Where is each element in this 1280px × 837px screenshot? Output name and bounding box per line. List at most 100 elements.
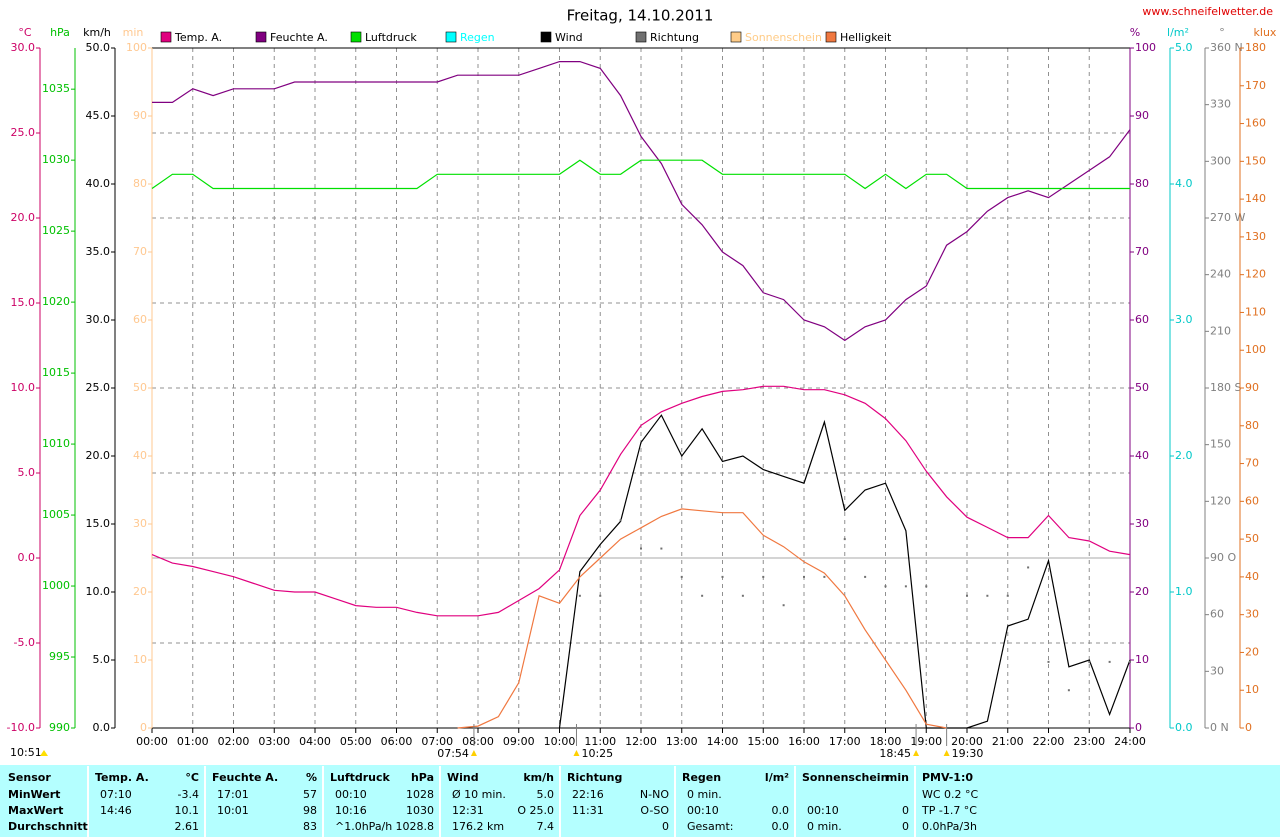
y-tick-label: 270 W [1210,211,1245,224]
y-tick-label: 100 [1245,343,1266,356]
event-icon [573,750,580,756]
direction-dot [986,594,989,597]
y-tick-label: 0.0 [1175,721,1193,734]
table-cell: Gesamt: [687,820,734,833]
y-tick-label: 35.0 [86,245,111,258]
direction-dot [884,585,887,588]
x-tick-label: 24:00 [1114,735,1146,748]
y-tick-label: 995 [49,650,70,663]
direction-dot [803,575,805,578]
legend-swatch [825,31,837,43]
legend-label: Sonnenschein [745,31,822,44]
y-tick-label: 30 [133,517,147,530]
y-tick-label: 50 [1135,381,1149,394]
direction-dot [1088,660,1091,663]
table-row-label: Durchschnitt [8,820,88,833]
y-tick-label: 1005 [42,508,70,521]
event-icon [913,750,920,756]
series-line [151,385,1131,617]
x-tick-label: 08:00 [462,735,494,748]
direction-dot [1006,594,1009,597]
table-cell: 10:01 [217,804,249,817]
table-group-unit: hPa [411,771,434,784]
table-cell: O 25.0 [517,804,554,817]
y-tick-label: -5.0 [14,636,35,649]
y-tick-label: 25.0 [86,381,111,394]
direction-dot [741,594,744,597]
y-tick-label: 210 [1210,324,1231,337]
y-tick-label: 1020 [42,295,70,308]
y-tick-label: 70 [133,245,147,258]
table-cell: 0 [902,820,909,833]
legend-swatch [445,31,457,43]
direction-dot [925,585,928,588]
y-tick-label: 10.0 [86,585,111,598]
x-tick-label: 10:00 [544,735,576,748]
table-group-title: Regen [682,771,721,784]
y-tick-label: 20.0 [11,211,36,224]
y-tick-label: 80 [1245,419,1259,432]
direction-dot [966,594,968,597]
table-cell: 0 min. [807,820,842,833]
legend-label: Temp. A. [174,31,222,44]
y-tick-label: 150 [1210,438,1231,451]
series-line [558,414,1131,729]
table-cell: 0 min. [687,788,722,801]
table-cell: 10:16 [335,804,367,817]
y-tick-label: 70 [1245,457,1259,470]
y-tick-label: 20 [1135,585,1149,598]
legend-label: Helligkeit [840,31,892,44]
y-tick-label: 80 [133,177,147,190]
table-group-unit: km/h [523,771,554,784]
series-line [457,508,947,729]
table-group-title: Temp. A. [95,771,149,784]
direction-dot [1067,689,1070,692]
direction-dot [1108,660,1111,663]
y-tick-label: 60 [1135,313,1149,326]
table-cell: 17:01 [217,788,249,801]
y-tick-label: 15.0 [86,517,111,530]
y-tick-label: 40 [1135,449,1149,462]
table-cell: Ø 10 min. [452,788,506,801]
y-tick-label: 30 [1135,517,1149,530]
y-tick-label: 10 [133,653,147,666]
y-tick-label: 100 [1135,41,1156,54]
y-tick-label: 40 [133,449,147,462]
table-corner: Sensor [8,771,51,784]
y-tick-label: 100 [126,41,147,54]
table-cell: 5.0 [537,788,555,801]
direction-dot [1047,660,1050,663]
table-cell: 00:10 [807,804,839,817]
table-cell: TP -1.7 °C [921,804,977,817]
legend-label: Richtung [650,31,699,44]
y-tick-label: 150 [1245,154,1266,167]
legend-label: Regen [460,31,495,44]
y-tick-label: 0 N [1210,721,1229,734]
table-cell: ^1.0hPa/h [335,820,392,833]
x-tick-label: 05:00 [340,735,372,748]
table-cell: 1028 [406,788,434,801]
event-label: 18:45 [879,747,911,760]
x-tick-label: 12:00 [625,735,657,748]
y-tick-label: 1010 [42,437,70,450]
table-group-title: Luftdruck [330,771,391,784]
axis-unit: km/h [83,26,111,39]
direction-dot [721,575,724,578]
axis-unit: klux [1254,26,1277,39]
legend-swatch [160,31,172,43]
y-tick-label: 15.0 [11,296,36,309]
series-line [151,159,1130,190]
y-tick-label: 0 [1135,721,1142,734]
y-tick-label: 120 [1245,268,1266,281]
y-tick-label: 5.0 [93,653,111,666]
legend-label: Wind [555,31,583,44]
y-tick-label: 0.0 [93,721,111,734]
x-tick-label: 09:00 [503,735,535,748]
table-cell: 07:10 [100,788,132,801]
y-tick-label: 70 [1135,245,1149,258]
x-tick-label: 01:00 [177,735,209,748]
table-row-label: MinWert [8,788,60,801]
y-tick-label: 1035 [42,82,70,95]
direction-dot [599,594,602,597]
table-cell: 00:10 [687,804,719,817]
